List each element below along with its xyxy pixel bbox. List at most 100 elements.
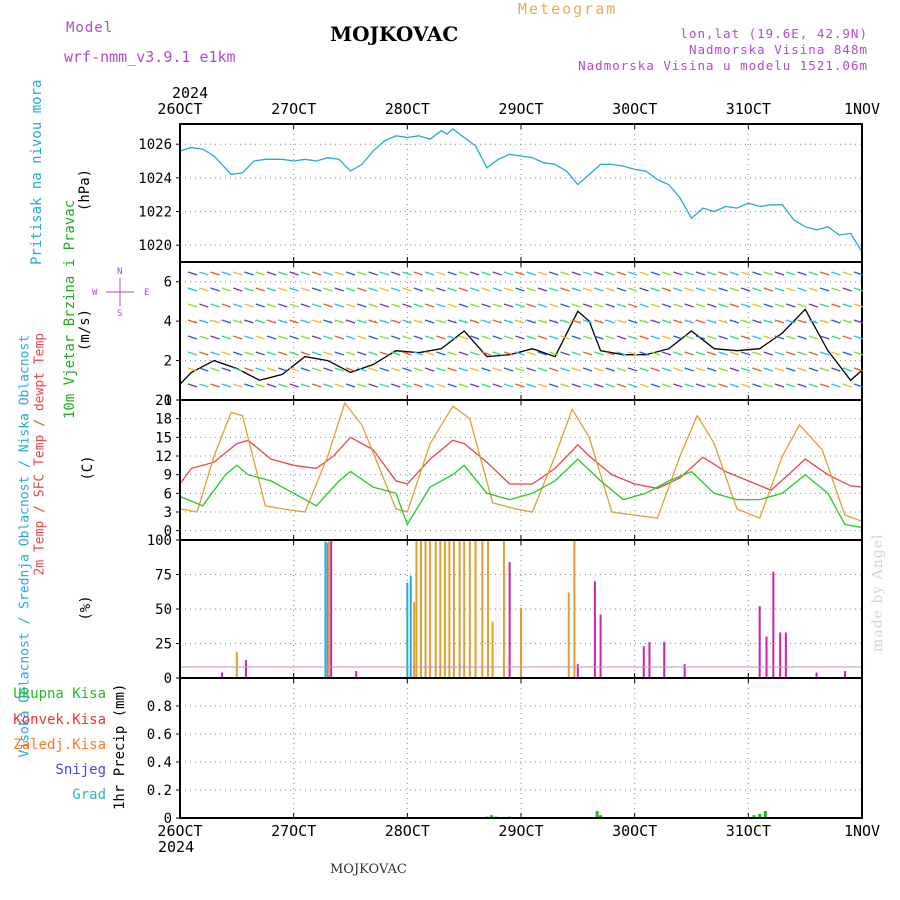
wind-barb — [526, 287, 536, 292]
wind-barb — [221, 383, 232, 388]
x-axis-label-top: 28OCT — [385, 100, 430, 118]
wind-barb — [244, 303, 254, 308]
y-tick-label: 100 — [147, 533, 172, 549]
wind-barb — [470, 335, 480, 340]
wind-barb — [278, 335, 288, 340]
wind-barb — [470, 287, 480, 292]
wind-barb — [718, 303, 728, 308]
wind-barb — [740, 367, 751, 372]
wind-barb — [684, 351, 694, 356]
wind-barb — [436, 383, 446, 388]
bar-2 — [443, 540, 446, 678]
elevation-label: Nadmorska Visina 848m — [688, 42, 868, 57]
wind-barb — [458, 351, 469, 356]
wind-barb — [503, 383, 514, 388]
wind-barb — [278, 287, 288, 292]
wind-barb — [673, 351, 683, 356]
wind-barb — [481, 303, 491, 308]
wind-barb — [526, 319, 536, 324]
wind-barb — [695, 271, 706, 276]
wind-barb — [390, 271, 401, 276]
wind-barb — [503, 335, 514, 340]
wind-barb — [797, 335, 807, 340]
compass-e: E — [144, 288, 149, 298]
wind-barb — [311, 351, 322, 356]
wind-barb — [470, 367, 480, 372]
wind-barb — [199, 287, 209, 292]
bar-2 — [491, 621, 494, 678]
wind-barb — [537, 271, 548, 276]
wind-barb — [853, 351, 864, 356]
wind-barb — [797, 367, 807, 372]
x-axis-label-bottom: 29OCT — [498, 822, 543, 840]
wind-barb — [752, 335, 762, 340]
wind-barb — [300, 351, 311, 356]
bar-2 — [413, 602, 416, 678]
wind-barb — [334, 383, 344, 388]
wind-barb — [436, 271, 446, 276]
wind-barb — [537, 367, 548, 372]
bar-2 — [415, 540, 418, 678]
wind-barb — [447, 383, 457, 388]
wind-barb — [402, 303, 412, 308]
wind-barb — [481, 383, 491, 388]
wind-barb — [853, 335, 864, 340]
compass-w: W — [92, 288, 98, 298]
wind-barb — [526, 383, 536, 388]
wind-barb — [244, 351, 254, 356]
wind-barb — [740, 335, 751, 340]
wind-barb — [379, 383, 390, 388]
wind-barb — [695, 319, 706, 324]
wind-barb — [819, 287, 830, 292]
wind-barb — [413, 271, 423, 276]
wind-barb — [402, 319, 412, 324]
x-axis-label-bottom: 1NOV — [844, 822, 880, 840]
wind-barb — [673, 287, 683, 292]
wind-barb — [752, 319, 762, 324]
wind-barb — [413, 335, 423, 340]
wind-barb — [424, 335, 435, 340]
wind-barb — [639, 351, 649, 356]
wind-barb — [368, 383, 378, 388]
y-tick-label: 4 — [164, 314, 172, 330]
year-bottom: 2024 — [158, 838, 195, 856]
wind-barb — [266, 319, 277, 324]
wind-barb — [571, 335, 581, 340]
wind-barb — [458, 367, 469, 372]
wind-barb — [458, 287, 469, 292]
wind-barb — [311, 303, 322, 308]
wind-barb — [300, 319, 311, 324]
bar-1 — [326, 542, 329, 678]
y-tick-label: 2 — [164, 354, 172, 370]
wind-barb — [594, 335, 604, 340]
wind-barb — [831, 271, 841, 276]
x-axis-label-bottom: 30OCT — [612, 822, 657, 840]
bar-3 — [683, 664, 686, 678]
wind-barb — [221, 367, 232, 372]
wind-barb — [503, 319, 514, 324]
wind-barb — [492, 319, 502, 324]
wind-barb — [853, 287, 864, 292]
wind-barb — [232, 367, 243, 372]
wind-barb — [289, 287, 299, 292]
wind-barb — [357, 367, 367, 372]
wind-barb — [605, 271, 615, 276]
wind-barb — [605, 319, 615, 324]
wind-barb — [718, 351, 728, 356]
wind-barb — [853, 383, 864, 388]
wind-barb — [718, 335, 728, 340]
wind-barb — [763, 367, 773, 372]
bar-2 — [434, 540, 437, 678]
wind-barb — [289, 367, 299, 372]
wind-barb — [763, 271, 773, 276]
wind-barb — [594, 271, 604, 276]
wind-barb — [515, 271, 525, 276]
wind-barb — [447, 367, 457, 372]
bar-2 — [429, 540, 432, 678]
wind-barb — [628, 271, 638, 276]
wind-barb — [447, 303, 457, 308]
wind-barb — [470, 319, 480, 324]
wind-barb — [695, 351, 706, 356]
wind-barb — [797, 303, 807, 308]
bar-2 — [439, 540, 442, 678]
